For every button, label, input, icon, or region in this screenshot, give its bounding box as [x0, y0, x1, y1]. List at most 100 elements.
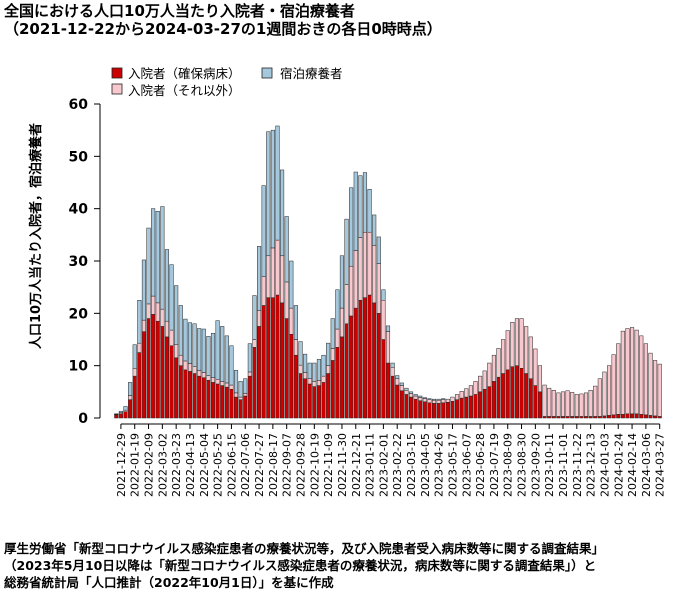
x-tick-label: 2024-03-27: [654, 433, 667, 497]
legend-label-hospital-other: 入院者（それ以外）: [128, 83, 241, 98]
bar-hotel: [344, 218, 349, 285]
x-tick-label: 2023-04-26: [433, 433, 446, 497]
bar-hospital-other: [427, 399, 432, 404]
bar-hospital-severe: [137, 352, 142, 419]
bar-hospital-other: [243, 393, 248, 397]
bar-hospital-severe: [238, 399, 243, 419]
bar-hospital-severe: [482, 388, 487, 419]
x-tick-label: 2022-03-23: [170, 433, 183, 497]
bar-hospital-severe: [284, 318, 289, 419]
bar-hospital-severe: [445, 402, 450, 419]
bar-hospital-severe: [395, 384, 400, 419]
bar-hospital-severe: [533, 385, 538, 419]
bar-hospital-other: [625, 328, 630, 415]
bar-hospital-other: [390, 366, 395, 377]
bar-hospital-other: [459, 391, 464, 399]
x-tick-label: 2022-05-04: [198, 433, 211, 497]
bar-hospital-other: [653, 360, 658, 417]
bar-hospital-severe: [441, 402, 446, 419]
bar-hospital-severe: [335, 347, 340, 419]
bars: [114, 125, 662, 419]
bar-hotel: [146, 227, 151, 305]
x-tick-label: 2023-02-22: [391, 433, 404, 497]
bar-hospital-severe: [146, 318, 151, 419]
bar-hospital-other: [385, 331, 391, 364]
bar-hotel: [321, 354, 326, 377]
bar-hospital-severe: [459, 397, 464, 419]
bar-hospital-other: [537, 365, 543, 393]
bar-hospital-other: [266, 255, 271, 298]
x-tick-label: 2022-04-13: [184, 433, 197, 497]
bar-hospital-severe: [233, 396, 239, 419]
bar-hospital-severe: [358, 300, 363, 419]
bar-hospital-other: [496, 348, 501, 378]
x-tick-label: 2024-01-24: [612, 433, 625, 497]
bar-hospital-other: [275, 239, 280, 296]
bar-hospital-severe: [349, 315, 354, 419]
source-line-1: 厚生労働省「新型コロナウイルス感染症患者の療養状況等，及び入院患者受入病床数等に…: [4, 541, 605, 556]
bar-hospital-other: [602, 371, 607, 417]
bar-hospital-other: [289, 307, 294, 335]
bar-hospital-other: [210, 377, 216, 383]
bar-hotel: [427, 398, 432, 400]
bar-hospital-severe: [197, 375, 202, 419]
x-axis: 2021-12-29 2022-01-19 2022-02-09 2022-03-02…: [115, 423, 667, 497]
x-tick-label: 2022-07-06: [239, 433, 252, 497]
bar-hospital-other: [229, 384, 234, 390]
bar-hospital-other: [648, 352, 653, 416]
bar-hospital-severe: [229, 388, 234, 419]
x-tick-label: 2023-08-30: [516, 433, 529, 497]
bar-hospital-other: [293, 339, 298, 356]
bar-hospital-other: [151, 295, 156, 315]
y-tick-label: 50: [69, 149, 89, 165]
bar-hotel: [372, 214, 377, 246]
bar-hospital-other: [307, 378, 312, 385]
bar-hospital-other: [381, 300, 386, 340]
x-tick-label: 2024-01-03: [598, 433, 611, 497]
bar-hospital-other: [187, 363, 193, 372]
bar-hotel: [183, 318, 188, 362]
bar-hospital-other: [197, 370, 202, 377]
x-tick-label: 2024-02-14: [626, 433, 639, 497]
bar-hospital-other: [362, 231, 368, 298]
bar-hotel: [178, 305, 183, 356]
bar-hospital-severe: [436, 403, 441, 419]
bar-hospital-other: [519, 318, 524, 369]
bar-hospital-severe: [118, 413, 123, 419]
bar-hospital-severe: [607, 415, 612, 419]
bar-hospital-severe: [510, 366, 515, 419]
bar-hotel: [192, 323, 197, 367]
bar-hospital-other: [634, 329, 639, 415]
chart-title: 全国における人口10万人当たり入院者・宿泊療養者: [4, 2, 355, 20]
bar-hospital-other: [372, 245, 377, 304]
bar-hospital-other: [330, 348, 335, 361]
bar-hospital-severe: [220, 385, 225, 419]
bar-hospital-other: [657, 363, 662, 417]
bar-hotel: [395, 375, 400, 379]
legend-label-hotel: 宿泊療養者: [280, 66, 343, 81]
bar-hospital-other: [261, 276, 266, 306]
bar-hospital-severe: [353, 307, 358, 419]
bar-hospital-other: [280, 255, 285, 304]
bar-hospital-other: [528, 336, 533, 380]
bar-hospital-other: [160, 308, 165, 327]
bar-hospital-other: [335, 328, 340, 348]
bar-hospital-severe: [206, 380, 211, 419]
bar-hospital-other: [413, 395, 418, 400]
bar-hotel: [353, 171, 358, 251]
bar-hospital-other: [358, 237, 363, 301]
bar-hospital-other: [583, 392, 589, 417]
x-tick-label: 2021-12-29: [115, 433, 128, 497]
bar-hospital-severe: [141, 331, 146, 419]
bar-hospital-other: [224, 382, 229, 388]
bar-hotel: [137, 300, 142, 344]
bar-hospital-other: [588, 390, 593, 417]
y-tick-label: 10: [69, 359, 89, 375]
bar-hospital-severe: [519, 368, 524, 419]
bar-hotel: [210, 332, 216, 378]
bar-hotel: [335, 289, 340, 330]
x-tick-label: 2022-12-21: [350, 433, 363, 497]
bar-hotel: [141, 259, 146, 321]
bar-hotel: [280, 169, 285, 257]
legend-swatch-hospital-severe: [111, 67, 123, 79]
